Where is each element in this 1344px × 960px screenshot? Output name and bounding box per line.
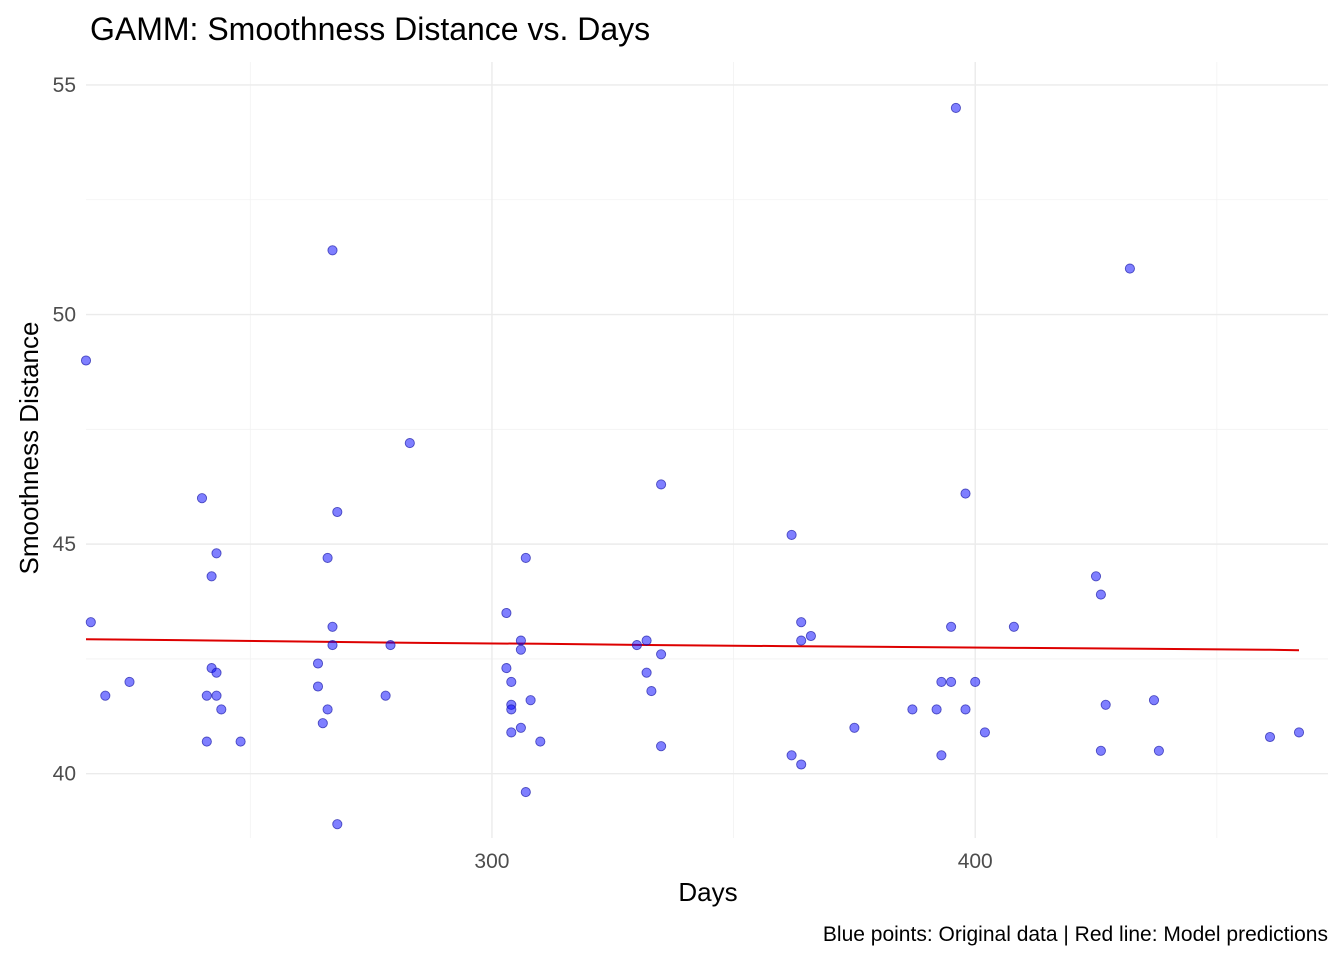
data-point: [124, 676, 135, 687]
data-point: [322, 704, 333, 715]
data-point: [1100, 699, 1111, 710]
data-point: [385, 640, 396, 651]
data-point: [404, 438, 415, 449]
data-point: [317, 718, 328, 729]
data-point: [206, 571, 217, 582]
data-point: [946, 676, 957, 687]
data-point: [931, 704, 942, 715]
data-point: [322, 552, 333, 563]
data-point: [520, 787, 531, 798]
data-point: [506, 676, 517, 687]
chart-caption: Blue points: Original data | Red line: M…: [823, 923, 1328, 946]
data-point: [656, 479, 667, 490]
data-point: [907, 704, 918, 715]
data-point: [80, 355, 92, 366]
grid: [86, 62, 1328, 838]
data-point: [211, 667, 222, 678]
data-point: [656, 649, 667, 660]
data-point: [1148, 695, 1160, 706]
data-point: [327, 245, 338, 256]
data-point: [641, 667, 652, 678]
data-point: [332, 506, 343, 518]
y-tick-label: 55: [53, 74, 76, 97]
data-point: [520, 552, 531, 563]
data-point: [515, 635, 526, 646]
data-point: [327, 621, 338, 632]
data-point: [786, 750, 797, 761]
data-point: [201, 736, 212, 747]
data-point: [85, 617, 96, 628]
x-axis-title: Days: [678, 877, 737, 907]
data-point: [201, 690, 212, 701]
data-point: [327, 640, 338, 651]
data-point: [506, 727, 517, 738]
data-point: [235, 736, 246, 747]
data-point: [960, 704, 971, 715]
data-point: [805, 630, 816, 642]
y-tick-label: 50: [53, 304, 76, 327]
data-point: [312, 681, 324, 692]
data-point: [1124, 263, 1135, 274]
data-point: [970, 676, 981, 687]
data-point: [849, 722, 860, 733]
data-point: [1293, 727, 1305, 738]
data-point: [501, 663, 512, 674]
data-point: [631, 640, 642, 651]
y-tick-label: 40: [53, 763, 76, 786]
y-tick-label: 45: [53, 533, 76, 556]
data-point: [641, 635, 652, 646]
data-point: [1090, 571, 1102, 582]
data-point: [1008, 621, 1019, 632]
data-point: [646, 686, 657, 697]
data-point: [501, 607, 512, 619]
data-point: [946, 621, 957, 632]
x-tick-label: 400: [958, 850, 993, 873]
data-point: [960, 488, 971, 499]
data-point: [796, 617, 807, 628]
data-point: [515, 722, 526, 733]
data-point: [100, 690, 111, 701]
data-point: [216, 704, 227, 715]
data-point: [1095, 745, 1106, 756]
data-point: [1095, 589, 1106, 600]
tick-labels: 300 400 40 45 50 55: [53, 74, 993, 873]
x-tick-label: 300: [474, 850, 509, 873]
data-point: [796, 635, 807, 646]
data-point: [535, 736, 546, 747]
data-point: [656, 741, 667, 752]
data-point: [506, 704, 517, 715]
prediction-line: [85, 638, 1300, 652]
data-point: [1264, 731, 1276, 743]
data-point: [786, 529, 797, 540]
data-point: [979, 727, 990, 738]
data-point: [936, 676, 947, 687]
data-point: [211, 548, 222, 559]
data-point: [211, 690, 222, 701]
data-point: [515, 644, 526, 655]
data-point: [796, 759, 807, 770]
chart-title: GAMM: Smoothness Distance vs. Days: [90, 11, 650, 47]
data-point: [332, 819, 343, 830]
data-point: [936, 750, 947, 761]
data-point: [196, 493, 208, 504]
data-point: [380, 690, 391, 701]
data-point: [312, 658, 324, 669]
data-points-layer: [80, 102, 1305, 830]
data-point: [1153, 745, 1164, 756]
y-axis-title: Smoothness Distance: [14, 322, 44, 575]
data-point: [950, 102, 961, 113]
data-point: [525, 695, 536, 706]
prediction-line-layer: [85, 638, 1300, 652]
